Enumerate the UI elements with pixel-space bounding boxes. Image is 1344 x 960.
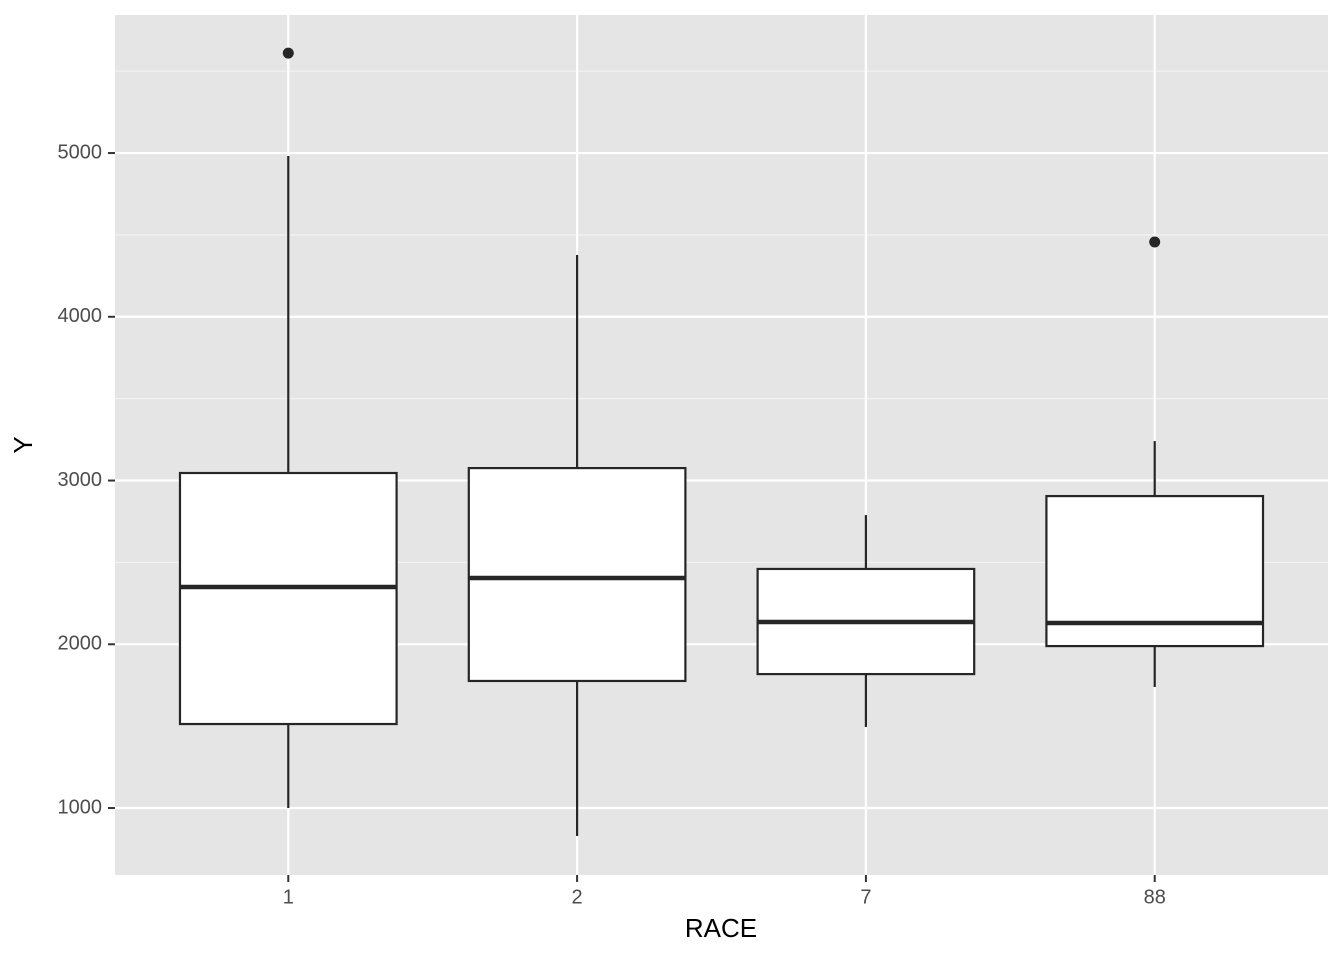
y-tick-label: 1000: [58, 796, 103, 818]
x-tick-label: 88: [1144, 886, 1166, 908]
x-tick-label: 2: [572, 886, 583, 908]
y-tick-label: 2000: [58, 633, 103, 655]
y-tick-label: 5000: [58, 141, 103, 163]
outlier: [282, 47, 294, 59]
x-tick-label: 1: [283, 886, 294, 908]
y-tick-label: 4000: [58, 305, 103, 327]
x-tick-label: 7: [860, 886, 871, 908]
outlier: [1149, 236, 1161, 248]
plot-panel: [115, 15, 1328, 875]
y-axis-title: Y: [8, 436, 38, 453]
box: [178, 471, 398, 726]
y-tick-label: 3000: [58, 469, 103, 491]
box: [467, 466, 687, 683]
x-axis-title: RACE: [685, 913, 757, 943]
